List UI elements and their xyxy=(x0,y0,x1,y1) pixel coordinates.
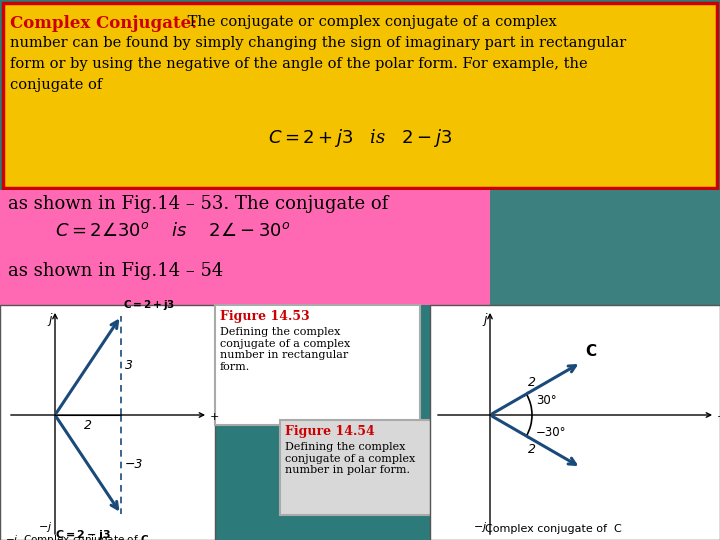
Text: j: j xyxy=(48,313,52,326)
Text: $\mathbf{C = 2 + j3}$: $\mathbf{C = 2 + j3}$ xyxy=(123,298,175,312)
Text: 2: 2 xyxy=(528,376,536,389)
Bar xyxy=(3,3,717,188)
Text: +: + xyxy=(210,412,220,422)
Text: −30°: −30° xyxy=(536,427,567,440)
Text: Complex Conjugate:: Complex Conjugate: xyxy=(10,15,197,32)
Text: 30°: 30° xyxy=(536,395,557,408)
Bar xyxy=(490,190,720,305)
Text: −3: −3 xyxy=(125,458,143,471)
Text: $C = 2\angle 30^o$    $\it{is}$    $2\angle -30^o$: $C = 2\angle 30^o$ $\it{is}$ $2\angle -3… xyxy=(55,222,291,240)
Bar xyxy=(0,190,490,305)
Text: $-j$: $-j$ xyxy=(37,520,52,534)
Text: Figure 14.54: Figure 14.54 xyxy=(285,425,374,438)
Text: $C = 2 + j3$   is   $2 - j3$: $C = 2 + j3$ is $2 - j3$ xyxy=(268,127,452,149)
Text: +: + xyxy=(717,412,720,422)
Text: Complex conjugate of  C: Complex conjugate of C xyxy=(485,524,622,534)
Text: conjugate of: conjugate of xyxy=(10,78,102,92)
Text: j: j xyxy=(484,313,487,326)
Text: The conjugate or complex conjugate of a complex: The conjugate or complex conjugate of a … xyxy=(183,15,557,29)
Text: $\mathbf{C}$: $\mathbf{C}$ xyxy=(585,342,597,359)
Text: 2: 2 xyxy=(84,419,92,432)
Text: form or by using the negative of the angle of the polar form. For example, the: form or by using the negative of the ang… xyxy=(10,57,588,71)
Bar xyxy=(215,305,420,425)
Text: number can be found by simply changing the sign of imaginary part in rectangular: number can be found by simply changing t… xyxy=(10,36,626,50)
Text: 2: 2 xyxy=(528,443,536,456)
Bar xyxy=(430,305,720,540)
Text: 3: 3 xyxy=(125,359,133,372)
Text: $-j$: $-j$ xyxy=(472,520,487,534)
Text: $\mathbf{C = 2 - j3}$: $\mathbf{C = 2 - j3}$ xyxy=(55,528,111,540)
Bar xyxy=(280,420,485,515)
Text: $-j$  Complex conjugate of $\mathbf{C}$: $-j$ Complex conjugate of $\mathbf{C}$ xyxy=(5,533,149,540)
Text: as shown in Fig.14 – 54: as shown in Fig.14 – 54 xyxy=(8,262,223,280)
Text: Defining the complex
conjugate of a complex
number in polar form.: Defining the complex conjugate of a comp… xyxy=(285,442,415,475)
Text: Defining the complex
conjugate of a complex
number in rectangular
form.: Defining the complex conjugate of a comp… xyxy=(220,327,350,372)
Bar xyxy=(0,305,215,540)
Text: Figure 14.53: Figure 14.53 xyxy=(220,310,310,323)
Text: as shown in Fig.14 – 53. The conjugate of: as shown in Fig.14 – 53. The conjugate o… xyxy=(8,195,388,213)
